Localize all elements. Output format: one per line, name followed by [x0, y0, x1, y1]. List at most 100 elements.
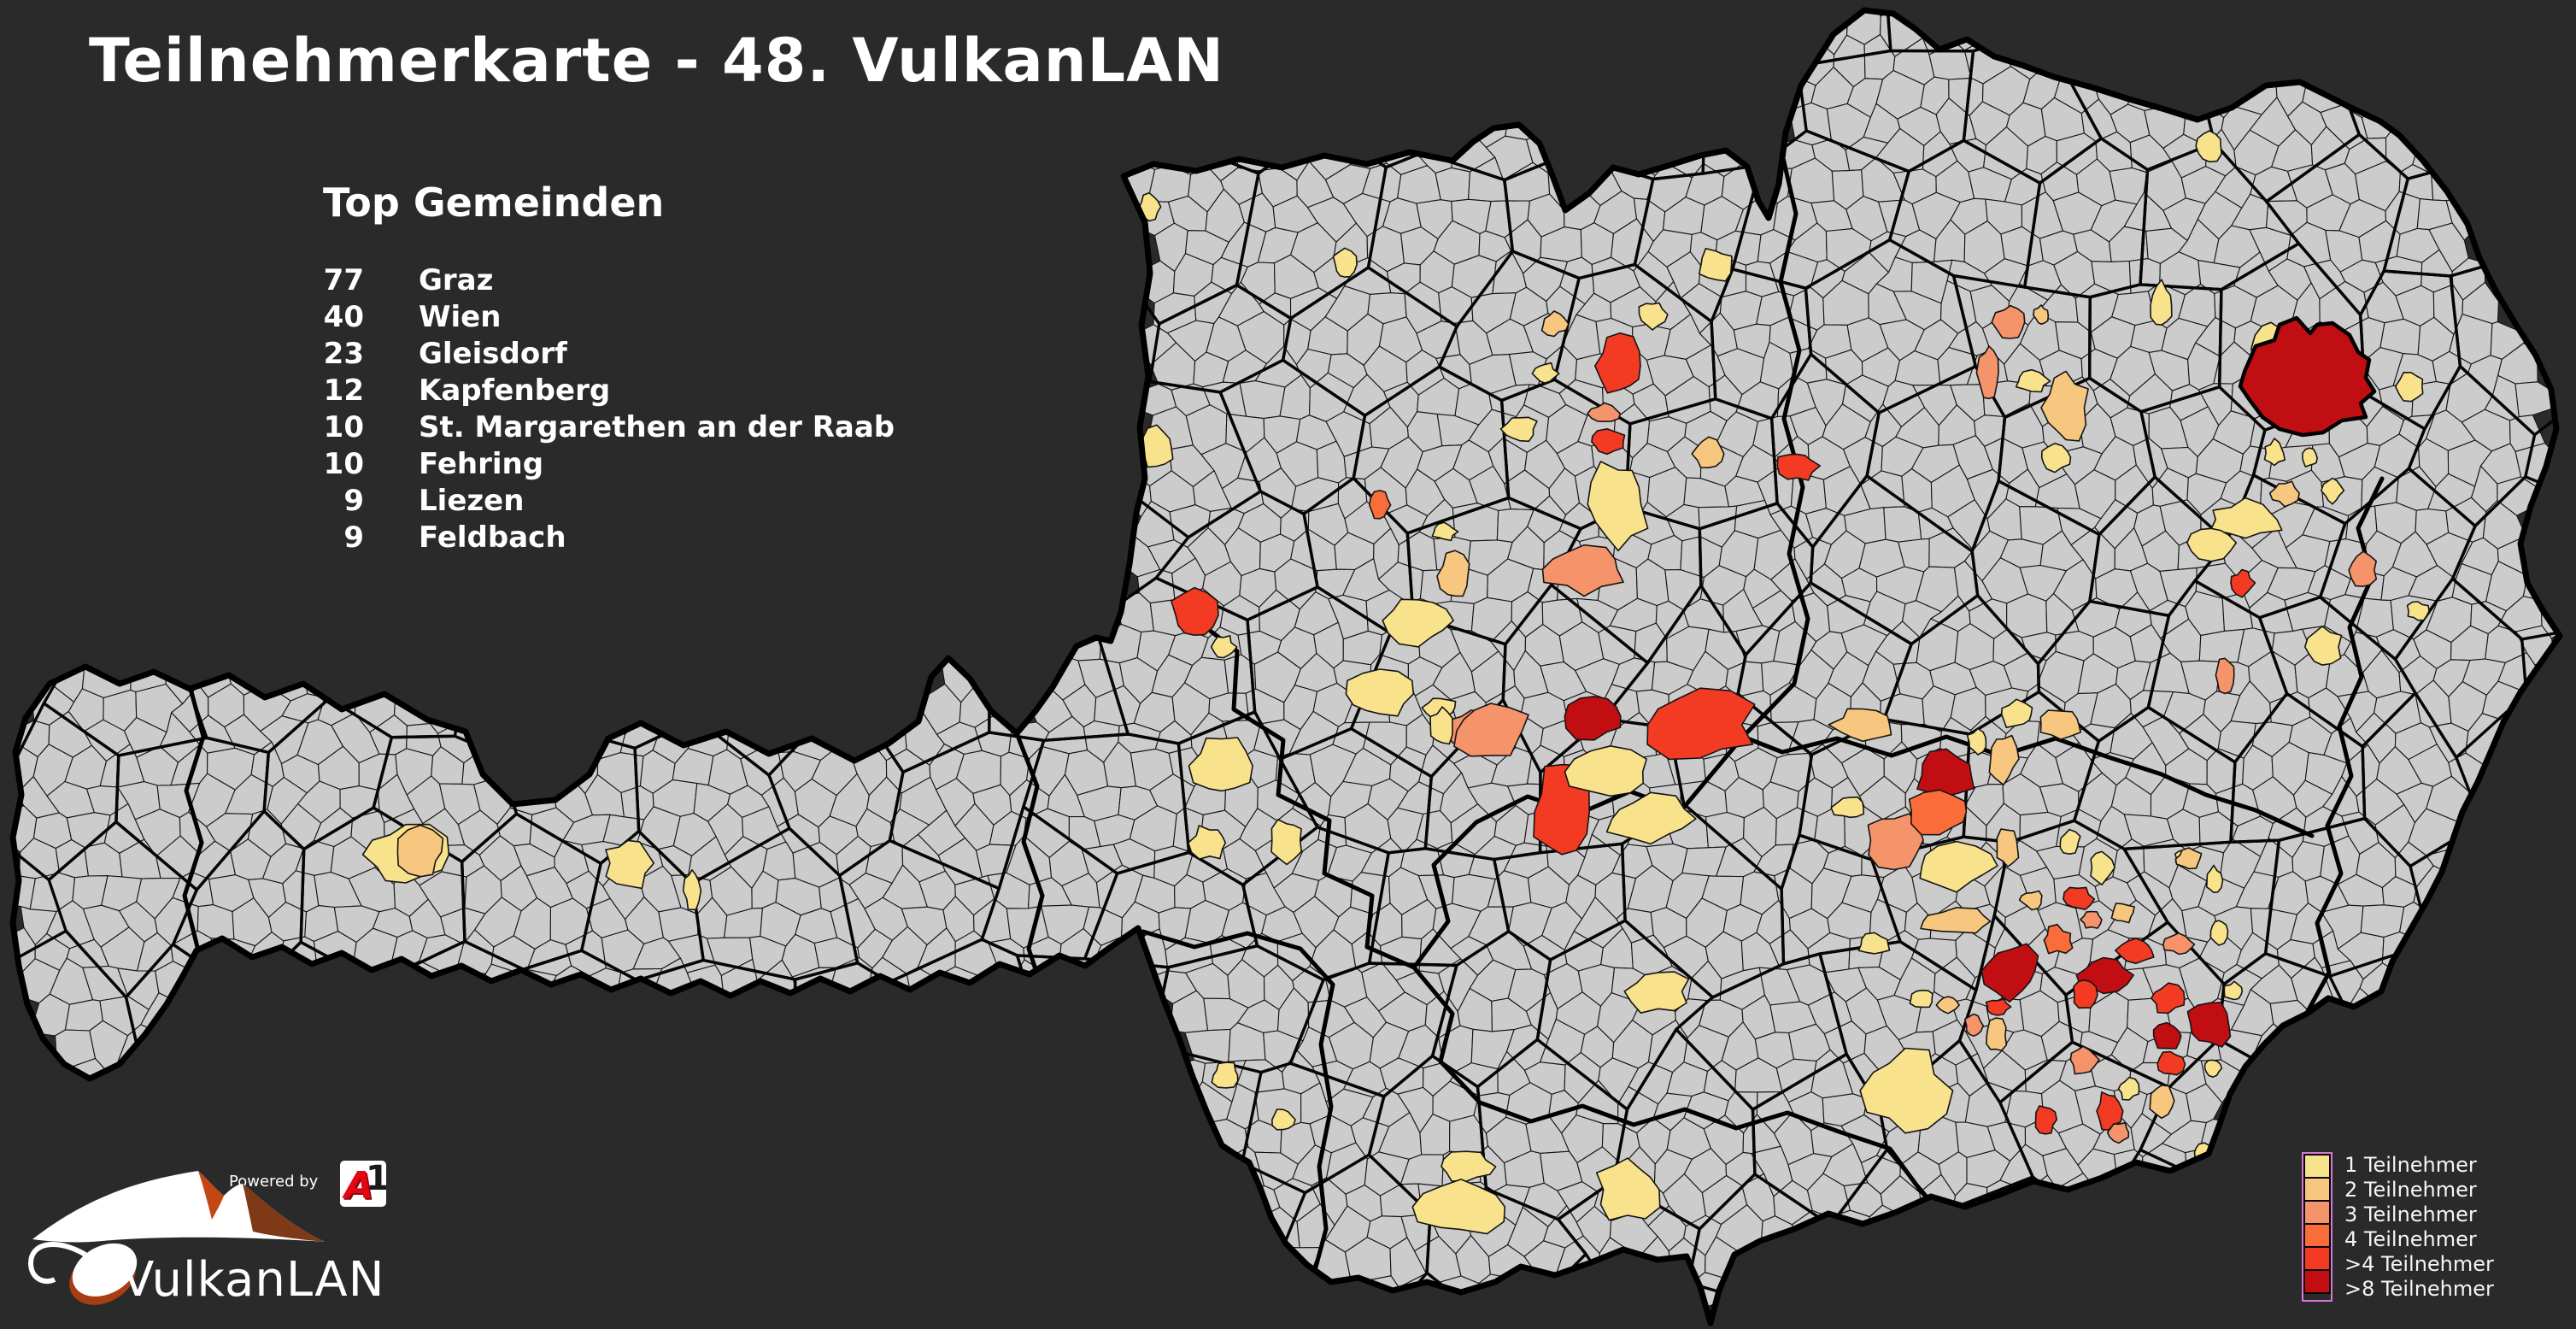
map-region	[1996, 828, 2020, 867]
map-region	[1453, 703, 1529, 757]
map-region	[1188, 825, 1227, 860]
map-region	[605, 839, 655, 890]
map-region	[2080, 910, 2103, 929]
map-region	[1411, 1179, 1506, 1235]
map-region	[2203, 1059, 2223, 1078]
top-gemeinden-name: Wien	[419, 299, 502, 334]
map-region	[1699, 247, 1733, 282]
map-region	[1830, 796, 1864, 819]
map-region	[2263, 438, 2286, 467]
map-region-vienna	[2238, 315, 2377, 438]
logo-mountain-shadow-2	[243, 1184, 325, 1242]
map-region	[2059, 828, 2081, 856]
top-gemeinden-row: 9 Feldbach	[323, 519, 895, 556]
map-region	[2406, 601, 2430, 621]
map-region	[2223, 980, 2244, 1001]
top-gemeinden-list: 77 Graz 40 Wien 23 Gleisdorf 12 Kapfenberg 10 St.…	[323, 262, 895, 556]
top-gemeinden-row: 9 Liezen	[323, 482, 895, 519]
legend-label: 2 Teilnehmer	[2344, 1178, 2477, 1202]
map-region	[2015, 368, 2051, 393]
map-region	[2063, 886, 2096, 910]
map-region	[2162, 932, 2196, 956]
a1-logo-a: A	[344, 1164, 374, 1207]
map-region	[1210, 634, 1238, 659]
country-outline	[9, 7, 2563, 1326]
map-region	[2073, 979, 2098, 1009]
top-gemeinden-count: 40	[323, 299, 364, 334]
state-borders	[182, 144, 2385, 1279]
map-region	[1211, 1061, 1239, 1089]
legend-label: >4 Teilnehmer	[2344, 1252, 2494, 1276]
top-gemeinden-row: 77 Graz	[323, 262, 895, 298]
map-region	[1623, 971, 1690, 1014]
map-region	[2117, 1076, 2140, 1101]
map-region	[1859, 1047, 1954, 1134]
map-region	[2230, 568, 2256, 598]
map-region	[1436, 550, 1470, 597]
page-title: Teilnehmerkarte - 48. VulkanLAN	[89, 26, 1224, 96]
legend-swatch	[2303, 1269, 2331, 1294]
map-region	[1382, 598, 1454, 648]
map-region	[2039, 709, 2082, 740]
map-region	[1964, 1013, 1984, 1038]
map-region	[2321, 477, 2345, 505]
map-region	[2018, 890, 2043, 911]
map-region	[1909, 989, 1933, 1009]
map-region	[1919, 840, 1998, 893]
map-region	[1980, 943, 2039, 1003]
map-region	[1867, 813, 1924, 871]
map-region	[1431, 521, 1459, 542]
top-gemeinden-count: 9	[343, 483, 364, 518]
top-gemeinden-block: Top Gemeinden 77 Graz 40 Wien 23 Gleisdorf 12 K…	[323, 179, 895, 556]
legend-swatch	[2303, 1246, 2331, 1271]
top-gemeinden-name: St. Margarethen an der Raab	[419, 409, 895, 444]
map-region	[1564, 744, 1647, 797]
map-region	[1499, 416, 1538, 443]
map-region	[1587, 461, 1649, 552]
map-region	[1332, 247, 1358, 278]
logo-mountain-shadow	[198, 1171, 224, 1220]
map-region	[1857, 932, 1891, 955]
map-region	[1828, 708, 1892, 743]
top-gemeinden-name: Gleisdorf	[419, 336, 567, 371]
map-region	[1916, 748, 1975, 797]
map-region	[2040, 442, 2072, 473]
map-region	[1991, 304, 2026, 339]
map-region	[2302, 447, 2318, 468]
map-region	[2149, 1085, 2175, 1120]
powered-by-label: Powered by	[229, 1173, 319, 1191]
map-region	[2156, 1050, 2186, 1076]
logo-mouse-cable	[27, 1241, 87, 1285]
map-region	[2106, 1122, 2130, 1144]
map-region	[2090, 850, 2115, 885]
map-legend: 1 Teilnehmer 2 Teilnehmer 3 Teilnehmer 4 Te…	[2302, 1152, 2494, 1302]
legend-swatch	[2303, 1200, 2331, 1225]
legend-swatch	[2303, 1223, 2331, 1248]
map-region	[2150, 279, 2173, 326]
map-region	[2001, 698, 2033, 729]
map-region	[2043, 923, 2074, 955]
a1-logo-one: 1	[366, 1161, 386, 1198]
map-region	[1541, 544, 1624, 597]
map-region	[1271, 1108, 1296, 1131]
map-region	[1591, 427, 1626, 456]
map-region	[1776, 453, 1822, 481]
map-region	[2186, 1002, 2232, 1048]
legend-swatch	[2303, 1154, 2331, 1179]
map-region	[2348, 550, 2378, 587]
top-gemeinden-name: Fehring	[419, 446, 544, 481]
map-region	[2206, 864, 2224, 894]
map-region	[2034, 1105, 2058, 1135]
top-gemeinden-count: 12	[323, 373, 364, 408]
map-region	[2209, 497, 2283, 539]
legend-label-column: 1 Teilnehmer 2 Teilnehmer 3 Teilnehmer 4 Te…	[2344, 1152, 2494, 1302]
participant-regions	[361, 130, 2430, 1235]
map-region	[2033, 304, 2050, 326]
logo-mouse	[69, 1243, 138, 1305]
vulkanlan-logo: VulkanLAN	[27, 1171, 384, 1308]
map-region	[2304, 625, 2343, 666]
map-region	[2115, 938, 2155, 965]
map-region	[2152, 1021, 2182, 1050]
top-gemeinden-heading: Top Gemeinden	[323, 179, 665, 226]
legend-label: 4 Teilnehmer	[2344, 1227, 2477, 1251]
